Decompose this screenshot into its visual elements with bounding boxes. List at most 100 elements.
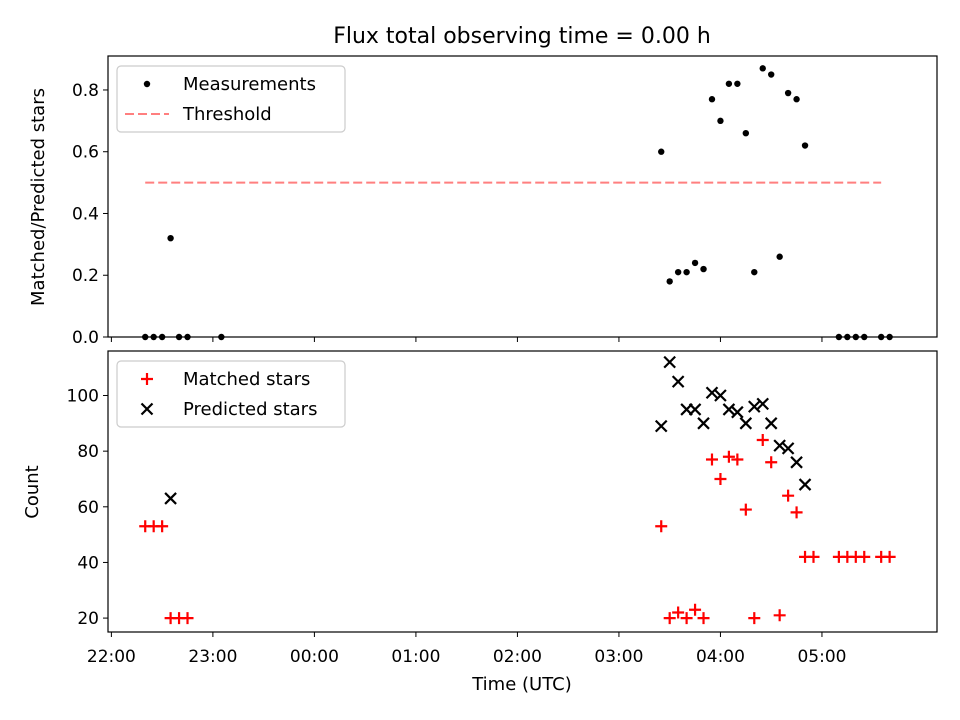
predicted-star-point <box>697 417 710 430</box>
matched-star-point <box>858 550 871 563</box>
x-tick-label: 01:00 <box>391 647 440 667</box>
matched-star-point <box>680 612 693 625</box>
axes-frame <box>107 350 938 633</box>
matched-star-point <box>748 612 761 625</box>
measurement-point <box>717 117 724 125</box>
matched-star-point <box>739 503 752 516</box>
predicted-star-point <box>764 417 778 430</box>
measurement-point <box>158 333 166 341</box>
x-tick-label: 03:00 <box>594 647 643 667</box>
matched-star-point <box>773 609 786 622</box>
measurement-point <box>734 80 741 87</box>
x-tick-label: 00:00 <box>290 647 339 667</box>
predicted-star-point <box>164 492 177 505</box>
matched-star-point <box>765 456 778 469</box>
predicted-star-point <box>654 419 668 433</box>
y-tick-label: 80 <box>77 442 99 462</box>
matched-star-point <box>714 472 727 485</box>
legend-matched-swatch <box>141 373 153 385</box>
matched-star-point <box>807 550 820 563</box>
bottom-plot: 20 40 60 80 100 22:00 23:00 00:00 01:00 02:00 03:0… <box>67 350 938 667</box>
measurement-point <box>877 333 885 341</box>
predicted-star-point <box>798 478 812 491</box>
legend-measurement-swatch <box>143 80 151 88</box>
y-tick-label: 0.2 <box>72 266 99 286</box>
predicted-star-point <box>748 400 761 413</box>
legend-label: Predicted stars <box>183 399 317 420</box>
measurement-point <box>861 333 868 341</box>
measurement-point <box>725 80 733 87</box>
y-tick-label: 40 <box>77 553 99 573</box>
predicted-star-point <box>731 405 744 419</box>
matched-star-point <box>181 612 194 625</box>
matched-star-point <box>663 612 676 625</box>
predicted-star-point <box>781 442 795 455</box>
measurement-point <box>768 71 775 78</box>
matched-star-point <box>883 550 896 563</box>
predicted-star-point <box>790 456 803 469</box>
predicted-star-point <box>739 417 753 430</box>
predicted-star-point <box>688 403 702 416</box>
measurement-point <box>801 142 809 149</box>
measurement-point <box>852 333 859 341</box>
legend-predicted-swatch <box>140 402 154 416</box>
measurement-point <box>683 268 690 276</box>
matched-star-point <box>722 450 735 463</box>
matched-star-point <box>731 453 744 466</box>
measurement-point <box>700 265 707 273</box>
bottom-ylabel: Count <box>22 465 43 518</box>
top-ylabel: Matched/Predicted stars <box>28 88 49 306</box>
matched-star-point <box>705 453 718 466</box>
predicted-star-point <box>714 389 727 402</box>
matched-star-point <box>782 489 795 502</box>
x-tick-label: 23:00 <box>188 647 237 667</box>
x-tick-label: 04:00 <box>696 647 745 667</box>
predicted-star-point <box>756 397 770 411</box>
legend-label: Matched stars <box>183 369 310 390</box>
y-tick-label: 60 <box>77 498 99 518</box>
predicted-star-point <box>722 403 736 416</box>
y-tick-label: 100 <box>67 387 99 407</box>
measurement-point <box>776 253 783 260</box>
x-axis-label: Time (UTC) <box>471 674 572 695</box>
measurement-point <box>759 65 766 72</box>
predicted-star-point <box>705 386 719 400</box>
y-tick-label: 0.4 <box>72 204 99 224</box>
axes-frame <box>107 55 938 338</box>
measurement-point <box>658 148 665 155</box>
legend-label: Threshold <box>182 104 272 125</box>
measurement-point <box>167 234 174 242</box>
measurement-point <box>793 96 800 103</box>
measurement-point <box>751 268 758 276</box>
y-tick-label: 20 <box>77 609 99 629</box>
matched-star-point <box>756 434 769 447</box>
matched-star-point <box>655 520 668 533</box>
x-tick-label: 22:00 <box>87 647 136 667</box>
measurement-point <box>674 268 682 276</box>
measurement-point <box>886 333 893 341</box>
legend-box <box>116 360 346 428</box>
y-tick-label: 0.6 <box>72 143 99 163</box>
chart-title: Flux total observing time = 0.00 h <box>333 24 711 49</box>
y-tick-label: 0.8 <box>72 81 99 101</box>
measurement-point <box>742 129 750 137</box>
measurement-point <box>150 333 157 341</box>
measurement-point <box>175 333 183 341</box>
legend-label: Measurements <box>183 74 316 95</box>
top-plot: 0.0 0.2 0.4 0.6 0.8 Measurements Threshold <box>72 55 938 348</box>
measurement-point <box>844 333 851 341</box>
x-tick-label: 02:00 <box>493 647 542 667</box>
measurement-point <box>835 333 843 341</box>
matched-star-point <box>790 506 803 519</box>
matched-star-point <box>697 612 710 625</box>
measurement-point <box>218 333 225 341</box>
measurement-point <box>184 333 191 341</box>
matched-star-point <box>156 520 169 533</box>
predicted-star-point <box>663 355 676 369</box>
measurement-point <box>142 333 149 341</box>
measurement-point <box>691 259 699 267</box>
measurement-point <box>708 96 716 103</box>
measurement-point <box>666 278 673 285</box>
measurement-point <box>784 89 792 97</box>
legend-box <box>116 65 346 133</box>
